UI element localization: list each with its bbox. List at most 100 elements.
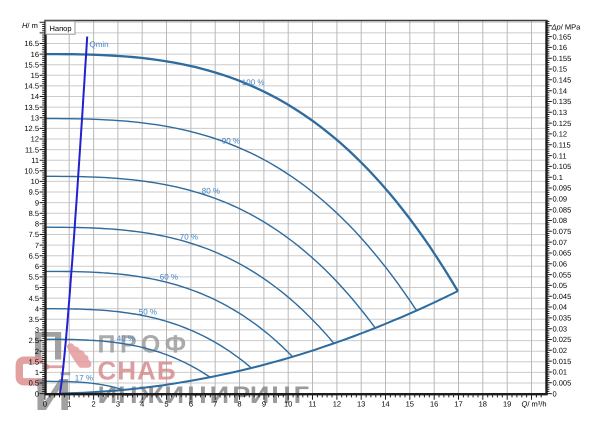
svg-text:8: 8	[237, 399, 241, 408]
svg-text:100 %: 100 %	[242, 78, 265, 87]
svg-text:60 %: 60 %	[160, 273, 178, 282]
svg-text:13.5: 13.5	[24, 103, 39, 112]
svg-text:0.02: 0.02	[553, 346, 568, 355]
svg-text:10.5: 10.5	[24, 167, 39, 176]
svg-text:90 %: 90 %	[222, 137, 240, 146]
svg-text:9: 9	[35, 198, 39, 207]
svg-text:0.08: 0.08	[553, 216, 568, 225]
svg-text:50 %: 50 %	[139, 308, 157, 317]
svg-text:4: 4	[35, 304, 39, 313]
svg-text:2: 2	[92, 399, 96, 408]
svg-text:0: 0	[35, 389, 39, 398]
svg-text:9.5: 9.5	[29, 188, 39, 197]
svg-text:10: 10	[284, 399, 292, 408]
svg-text:16.5: 16.5	[24, 39, 39, 48]
svg-text:0.12: 0.12	[553, 130, 568, 139]
svg-text:0.065: 0.065	[553, 249, 572, 258]
svg-text:17: 17	[454, 399, 462, 408]
svg-text:H/ m: H/ m	[22, 21, 38, 30]
svg-text:3.5: 3.5	[29, 315, 39, 324]
svg-text:0.03: 0.03	[553, 324, 568, 333]
svg-text:16: 16	[31, 50, 39, 59]
svg-text:2: 2	[35, 347, 39, 356]
svg-text:13: 13	[357, 399, 365, 408]
svg-text:70 %: 70 %	[180, 233, 198, 242]
svg-text:СНАБ: СНАБ	[98, 356, 177, 386]
svg-text:0.15: 0.15	[553, 65, 568, 74]
svg-text:0.015: 0.015	[553, 357, 572, 366]
svg-text:0: 0	[553, 389, 557, 398]
svg-text:12: 12	[333, 399, 341, 408]
svg-text:Напор: Напор	[50, 24, 72, 33]
svg-text:6: 6	[189, 399, 193, 408]
svg-text:4.5: 4.5	[29, 294, 39, 303]
svg-text:0.085: 0.085	[553, 205, 572, 214]
svg-text:19: 19	[503, 399, 511, 408]
svg-text:8: 8	[35, 220, 39, 229]
svg-text:0: 0	[43, 399, 47, 408]
svg-text:ПРОФ: ПРОФ	[98, 331, 191, 359]
svg-text:3: 3	[35, 326, 39, 335]
svg-text:9: 9	[262, 399, 266, 408]
svg-text:16: 16	[430, 399, 438, 408]
svg-text:15: 15	[31, 71, 39, 80]
svg-text:0.14: 0.14	[553, 86, 568, 95]
svg-text:0.13: 0.13	[553, 108, 568, 117]
svg-text:15: 15	[406, 399, 414, 408]
svg-text:11.5: 11.5	[25, 145, 39, 154]
svg-text:1.5: 1.5	[29, 358, 39, 367]
svg-text:7.5: 7.5	[29, 230, 39, 239]
svg-text:6.5: 6.5	[29, 251, 39, 260]
svg-text:15.5: 15.5	[24, 60, 39, 69]
svg-text:0.025: 0.025	[553, 335, 572, 344]
svg-text:0.05: 0.05	[553, 281, 568, 290]
svg-text:0.075: 0.075	[553, 227, 572, 236]
svg-text:14: 14	[31, 92, 39, 101]
svg-text:Δp/ MPa: Δp/ MPa	[551, 22, 582, 31]
svg-text:17 %: 17 %	[75, 373, 93, 382]
svg-text:0.06: 0.06	[553, 260, 568, 269]
svg-text:0.155: 0.155	[553, 54, 572, 63]
svg-text:8.5: 8.5	[29, 209, 39, 218]
svg-text:Qmin: Qmin	[90, 40, 109, 49]
svg-text:0.11: 0.11	[553, 151, 567, 160]
svg-text:0.005: 0.005	[553, 379, 572, 388]
svg-text:0.04: 0.04	[553, 303, 568, 312]
svg-text:40 %: 40 %	[117, 334, 135, 343]
svg-text:11: 11	[31, 156, 39, 165]
svg-text:12: 12	[31, 135, 39, 144]
svg-text:5: 5	[35, 283, 39, 292]
svg-text:0.165: 0.165	[553, 32, 572, 41]
svg-text:7: 7	[213, 399, 217, 408]
svg-text:3: 3	[116, 399, 120, 408]
svg-text:5: 5	[164, 399, 168, 408]
svg-text:10: 10	[31, 177, 39, 186]
svg-text:18: 18	[479, 399, 487, 408]
svg-text:1: 1	[67, 399, 71, 408]
svg-text:0.145: 0.145	[553, 76, 572, 85]
svg-text:14: 14	[381, 399, 389, 408]
svg-text:0.01: 0.01	[553, 368, 568, 377]
svg-text:Q/ m³/h: Q/ m³/h	[522, 399, 547, 408]
svg-text:12.5: 12.5	[24, 124, 39, 133]
svg-text:0.045: 0.045	[553, 292, 572, 301]
svg-text:0.1: 0.1	[553, 173, 563, 182]
svg-text:80 %: 80 %	[202, 187, 220, 196]
svg-text:6: 6	[35, 262, 39, 271]
svg-text:0.055: 0.055	[553, 270, 572, 279]
svg-text:0.135: 0.135	[553, 97, 572, 106]
svg-text:14.5: 14.5	[24, 82, 39, 91]
svg-text:0.035: 0.035	[553, 314, 572, 323]
svg-text:0.5: 0.5	[29, 379, 39, 388]
svg-text:0.07: 0.07	[553, 238, 568, 247]
svg-text:0.095: 0.095	[553, 184, 572, 193]
svg-text:7: 7	[35, 241, 39, 250]
svg-text:0.16: 0.16	[553, 43, 568, 52]
svg-text:0.09: 0.09	[553, 195, 568, 204]
svg-text:13: 13	[31, 113, 39, 122]
svg-text:0.115: 0.115	[553, 141, 571, 150]
svg-text:2.5: 2.5	[29, 336, 39, 345]
svg-text:11: 11	[309, 399, 317, 408]
svg-text:ИНЖИНИРИНГ: ИНЖИНИРИНГ	[98, 382, 310, 409]
svg-text:5.5: 5.5	[29, 273, 39, 282]
